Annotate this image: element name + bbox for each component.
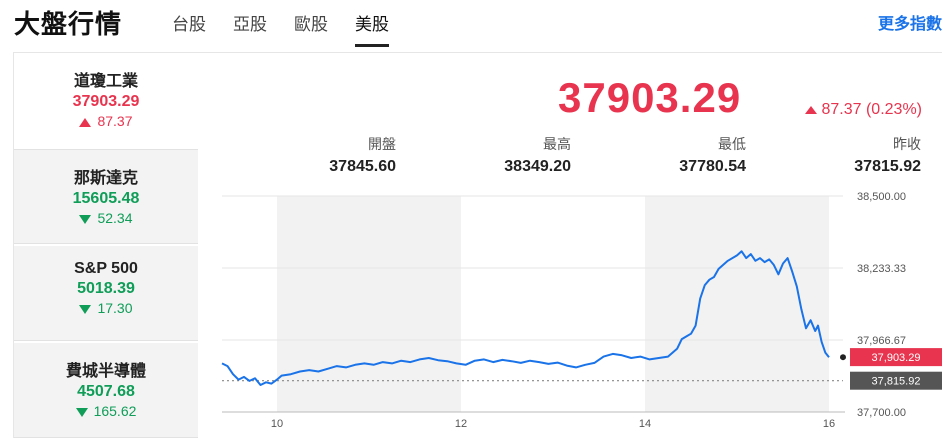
price-line (221, 250, 830, 386)
index-change: 87.37 (14, 113, 198, 129)
tab-europe[interactable]: 歐股 (294, 15, 328, 34)
stat-value: 38349.20 (504, 158, 571, 175)
index-change-value: 87.37 (97, 113, 133, 129)
index-item-sp500[interactable]: S&P 500 5018.39 17.30 (14, 246, 198, 341)
price-change-value: 87.37 (0.23%) (821, 101, 922, 118)
y-tick-label: 37,700.00 (857, 407, 906, 419)
index-item-nasdaq[interactable]: 那斯達克 15605.48 52.34 (14, 149, 198, 244)
triangle-down-icon (79, 304, 92, 314)
stat-label: 昨收 (893, 136, 921, 152)
index-value: 37903.29 (72, 93, 140, 110)
index-change-value: 165.62 (93, 403, 137, 419)
x-tick-label: 14 (639, 418, 651, 430)
shaded-band (645, 196, 829, 412)
index-change: 17.30 (14, 300, 198, 316)
y-tick-label: 37,966.67 (857, 335, 906, 347)
x-tick-label: 16 (823, 418, 835, 430)
tab-us[interactable]: 美股 (355, 10, 389, 47)
y-tick-label: 38,233.33 (857, 263, 906, 275)
triangle-down-icon (79, 214, 92, 224)
index-change: 165.62 (14, 403, 198, 419)
current-point (840, 354, 846, 361)
x-tick-label: 12 (455, 418, 467, 430)
index-sidebar: 道瓊工業 37903.29 87.37 那斯達克 15605.48 52.34 … (14, 53, 198, 438)
index-item-sox[interactable]: 費城半導體 4507.68 165.62 (14, 343, 198, 438)
index-item-dow[interactable]: 道瓊工業 37903.29 87.37 (14, 53, 198, 148)
index-name: S&P 500 (74, 260, 138, 277)
stat-prev-close: 昨收 37815.92 (854, 134, 921, 176)
index-value: 5018.39 (77, 280, 135, 297)
tab-tw[interactable]: 台股 (172, 15, 206, 34)
stat-value: 37815.92 (854, 158, 921, 175)
y-tick-label: 38,500.00 (857, 191, 906, 203)
more-indices-link[interactable]: 更多指數 (877, 16, 942, 33)
triangle-up-icon (79, 117, 92, 127)
index-change: 52.34 (14, 210, 198, 226)
index-change-value: 17.30 (97, 300, 133, 316)
x-tick-label: 10 (271, 418, 283, 430)
prev-close-label: 37,815.92 (872, 376, 921, 388)
current-value-label: 37,903.29 (872, 352, 921, 364)
stat-high: 最高 38349.20 (504, 134, 571, 176)
shaded-band (277, 196, 461, 412)
triangle-up-icon (805, 105, 818, 114)
current-value-box (850, 348, 942, 367)
stat-label: 最高 (543, 136, 571, 152)
tab-asia[interactable]: 亞股 (233, 15, 267, 34)
index-change-value: 52.34 (97, 210, 133, 226)
current-price: 37903.29 (558, 74, 742, 121)
stat-low: 最低 37780.54 (679, 134, 746, 176)
stat-open: 開盤 37845.60 (329, 134, 396, 176)
price-change: 87.37 (0.23%) (805, 101, 922, 119)
triangle-down-icon (75, 407, 88, 417)
index-name: 道瓊工業 (73, 73, 138, 90)
stat-label: 最低 (718, 136, 746, 152)
prev-close-box (850, 371, 942, 390)
stat-label: 開盤 (368, 136, 396, 152)
stat-value: 37780.54 (679, 158, 746, 175)
page-title: 大盤行情 (14, 9, 123, 39)
market-tabs: 台股 亞股 歐股 美股 (172, 10, 416, 47)
index-name: 費城半導體 (65, 363, 146, 380)
stat-value: 37845.60 (329, 158, 396, 175)
index-value: 4507.68 (77, 383, 135, 400)
index-value: 15605.48 (72, 190, 140, 207)
index-name: 那斯達克 (73, 170, 138, 187)
